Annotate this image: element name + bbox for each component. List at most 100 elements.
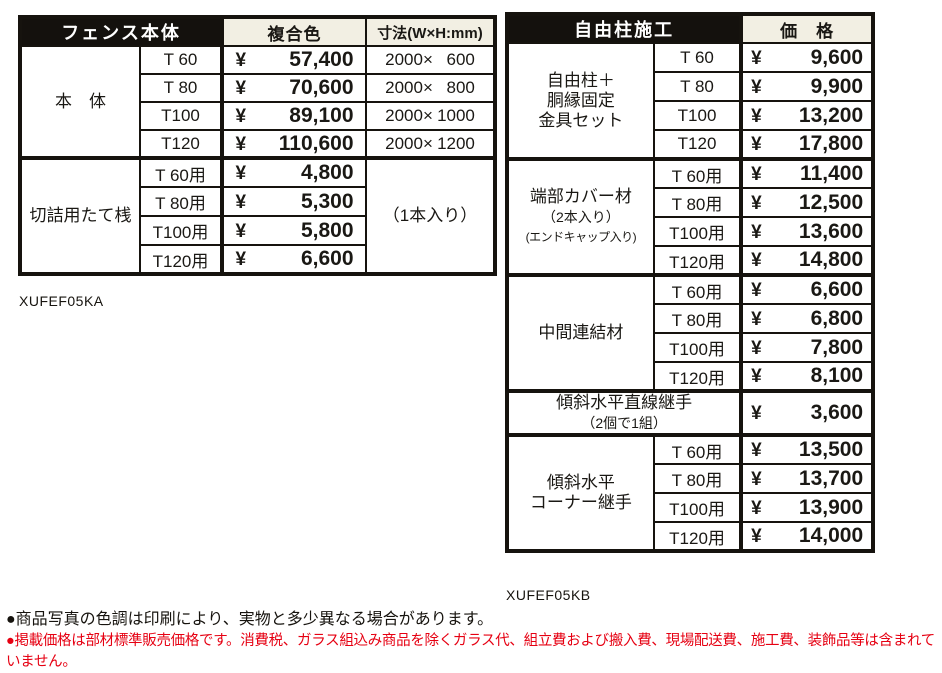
- price-amount: 6,600: [300, 247, 354, 270]
- table-row: 中間連結材 T 60用 ¥6,600: [506, 273, 874, 392]
- price-cell: ¥110,600: [220, 129, 368, 159]
- table-row: T 80用 ¥12,500: [507, 187, 874, 218]
- fence-body-price-table: フェンス本体 複合色 寸法(W×H:mm) 本 体 T 60 ¥57,400 2…: [18, 15, 498, 276]
- size-cell: T100: [138, 101, 224, 131]
- table-row: 傾斜水平直線継手 （2個で1組） ¥3,600: [505, 389, 874, 436]
- yen-sign: ¥: [751, 497, 762, 519]
- price-amount: 6,600: [810, 278, 864, 301]
- product-code-left: XUFEF05KA: [19, 293, 104, 309]
- price-cell: ¥13,600: [739, 216, 874, 247]
- yen-sign: ¥: [235, 191, 247, 213]
- size-cell: T100用: [652, 216, 743, 247]
- price-cell: ¥9,600: [739, 42, 874, 73]
- yen-sign: ¥: [235, 249, 247, 270]
- price-cell: ¥57,400: [220, 45, 368, 75]
- table-row: T 80用 ¥13,700: [507, 463, 874, 494]
- table-row: 端部カバー材 （2本入り） (エンドキャップ入り) T 60用 ¥11,400: [506, 157, 874, 276]
- price-cell: ¥12,500: [739, 187, 874, 218]
- multiply-sign: ×: [422, 78, 433, 97]
- left-price-column-header: 複合色: [220, 16, 368, 47]
- table-row: T120用 ¥6,600: [20, 244, 495, 275]
- section-label-cell: 傾斜水平 コーナー継手: [506, 433, 655, 552]
- table-row: 傾斜水平 コーナー継手 T 60用 ¥13,500: [506, 433, 874, 552]
- price-cell: ¥5,800: [220, 215, 368, 246]
- yen-sign: ¥: [235, 220, 247, 242]
- dim-width: 2000: [385, 50, 423, 69]
- price-amount: 12,500: [798, 190, 864, 214]
- size-cell: T120用: [138, 244, 224, 275]
- table-row: 本 体 T 60 ¥57,400 2000 × 600: [19, 45, 497, 159]
- price-amount: 13,600: [798, 219, 864, 243]
- price-cell: ¥4,800: [220, 156, 368, 188]
- table-row: T120用 ¥14,800: [507, 245, 874, 276]
- left-dimension-column-header: 寸法(W×H:mm): [365, 16, 497, 47]
- price-amount: 4,800: [300, 161, 354, 184]
- yen-sign: ¥: [751, 192, 762, 214]
- price-cell: ¥6,600: [220, 244, 368, 275]
- price-cell: ¥13,900: [739, 492, 874, 523]
- price-cell: ¥3,600: [739, 389, 874, 436]
- price-amount: 110,600: [278, 131, 354, 155]
- size-cell: T 60用: [138, 156, 224, 188]
- table-row: T 80用 ¥5,300: [20, 186, 495, 217]
- price-amount: 7,800: [810, 335, 864, 359]
- price-cell: ¥6,800: [739, 303, 874, 334]
- product-code-right: XUFEF05KB: [506, 587, 591, 603]
- dim-width: 2000: [385, 78, 423, 97]
- size-cell: T 80用: [652, 187, 743, 218]
- pack-note-cell: （1本入り）: [365, 156, 497, 275]
- dim-width: 2000: [385, 106, 423, 125]
- size-cell: T120: [138, 129, 224, 159]
- yen-sign: ¥: [751, 76, 762, 98]
- yen-sign: ¥: [751, 105, 762, 127]
- dimension-cell: 2000 × 1000: [365, 101, 497, 131]
- price-amount: 89,100: [289, 104, 354, 127]
- yen-sign: ¥: [751, 337, 762, 359]
- label-line: 金具セット: [538, 110, 624, 130]
- size-cell: T100用: [138, 215, 224, 246]
- price-amount: 5,300: [300, 189, 354, 213]
- price-amount: 13,200: [798, 103, 864, 127]
- table-row: 自由柱＋ 胴縁固定 金具セット T 60 ¥9,600: [506, 42, 874, 160]
- label-line: （2個で1組）: [581, 415, 667, 431]
- table-row: T 80 ¥70,600 2000 × 800: [20, 73, 497, 103]
- yen-sign: ¥: [751, 468, 762, 490]
- price-cell: ¥7,800: [739, 332, 874, 363]
- price-amount: 9,900: [810, 74, 864, 98]
- yen-sign: ¥: [235, 163, 247, 184]
- price-amount: 13,700: [798, 466, 864, 490]
- yen-sign: ¥: [751, 526, 762, 547]
- price-cell: ¥13,200: [739, 100, 874, 131]
- size-cell: T 80用: [138, 186, 224, 217]
- section-label-cell: 切詰用たて桟: [19, 156, 141, 275]
- table-row: T100用 ¥13,600: [507, 216, 874, 247]
- table-row: T100用 ¥7,800: [507, 332, 874, 363]
- yen-sign: ¥: [751, 308, 762, 330]
- label-line: コーナー継手: [529, 493, 632, 512]
- table-header-row: 自由柱施工 価 格: [505, 13, 874, 44]
- size-cell: T120用: [652, 245, 743, 276]
- yen-sign: ¥: [235, 50, 247, 71]
- size-cell: T 60用: [652, 157, 743, 189]
- size-cell: T 80: [652, 71, 743, 102]
- price-amount: 6,800: [810, 306, 864, 330]
- price-cell: ¥5,300: [220, 186, 368, 217]
- price-amount: 3,600: [810, 401, 864, 424]
- yen-sign: ¥: [235, 106, 247, 127]
- price-cell: ¥17,800: [739, 129, 874, 160]
- yen-sign: ¥: [751, 280, 762, 301]
- table-row: T120用 ¥8,100: [507, 361, 874, 392]
- dim-height: 800: [446, 78, 475, 97]
- size-cell: T120用: [652, 521, 743, 552]
- dim-width: 2000: [385, 133, 423, 153]
- size-cell: T100用: [652, 332, 743, 363]
- multiply-sign: ×: [422, 50, 433, 69]
- price-amount: 17,800: [798, 132, 864, 155]
- price-amount: 11,400: [800, 162, 864, 185]
- dim-height: 600: [446, 50, 475, 69]
- section-label-cell: 本 体: [19, 45, 141, 159]
- section-label-cell: 中間連結材: [506, 273, 655, 392]
- price-cell: ¥70,600: [220, 73, 368, 103]
- price-cell: ¥6,600: [739, 273, 874, 305]
- table-row: T100 ¥89,100 2000 × 1000: [20, 101, 497, 131]
